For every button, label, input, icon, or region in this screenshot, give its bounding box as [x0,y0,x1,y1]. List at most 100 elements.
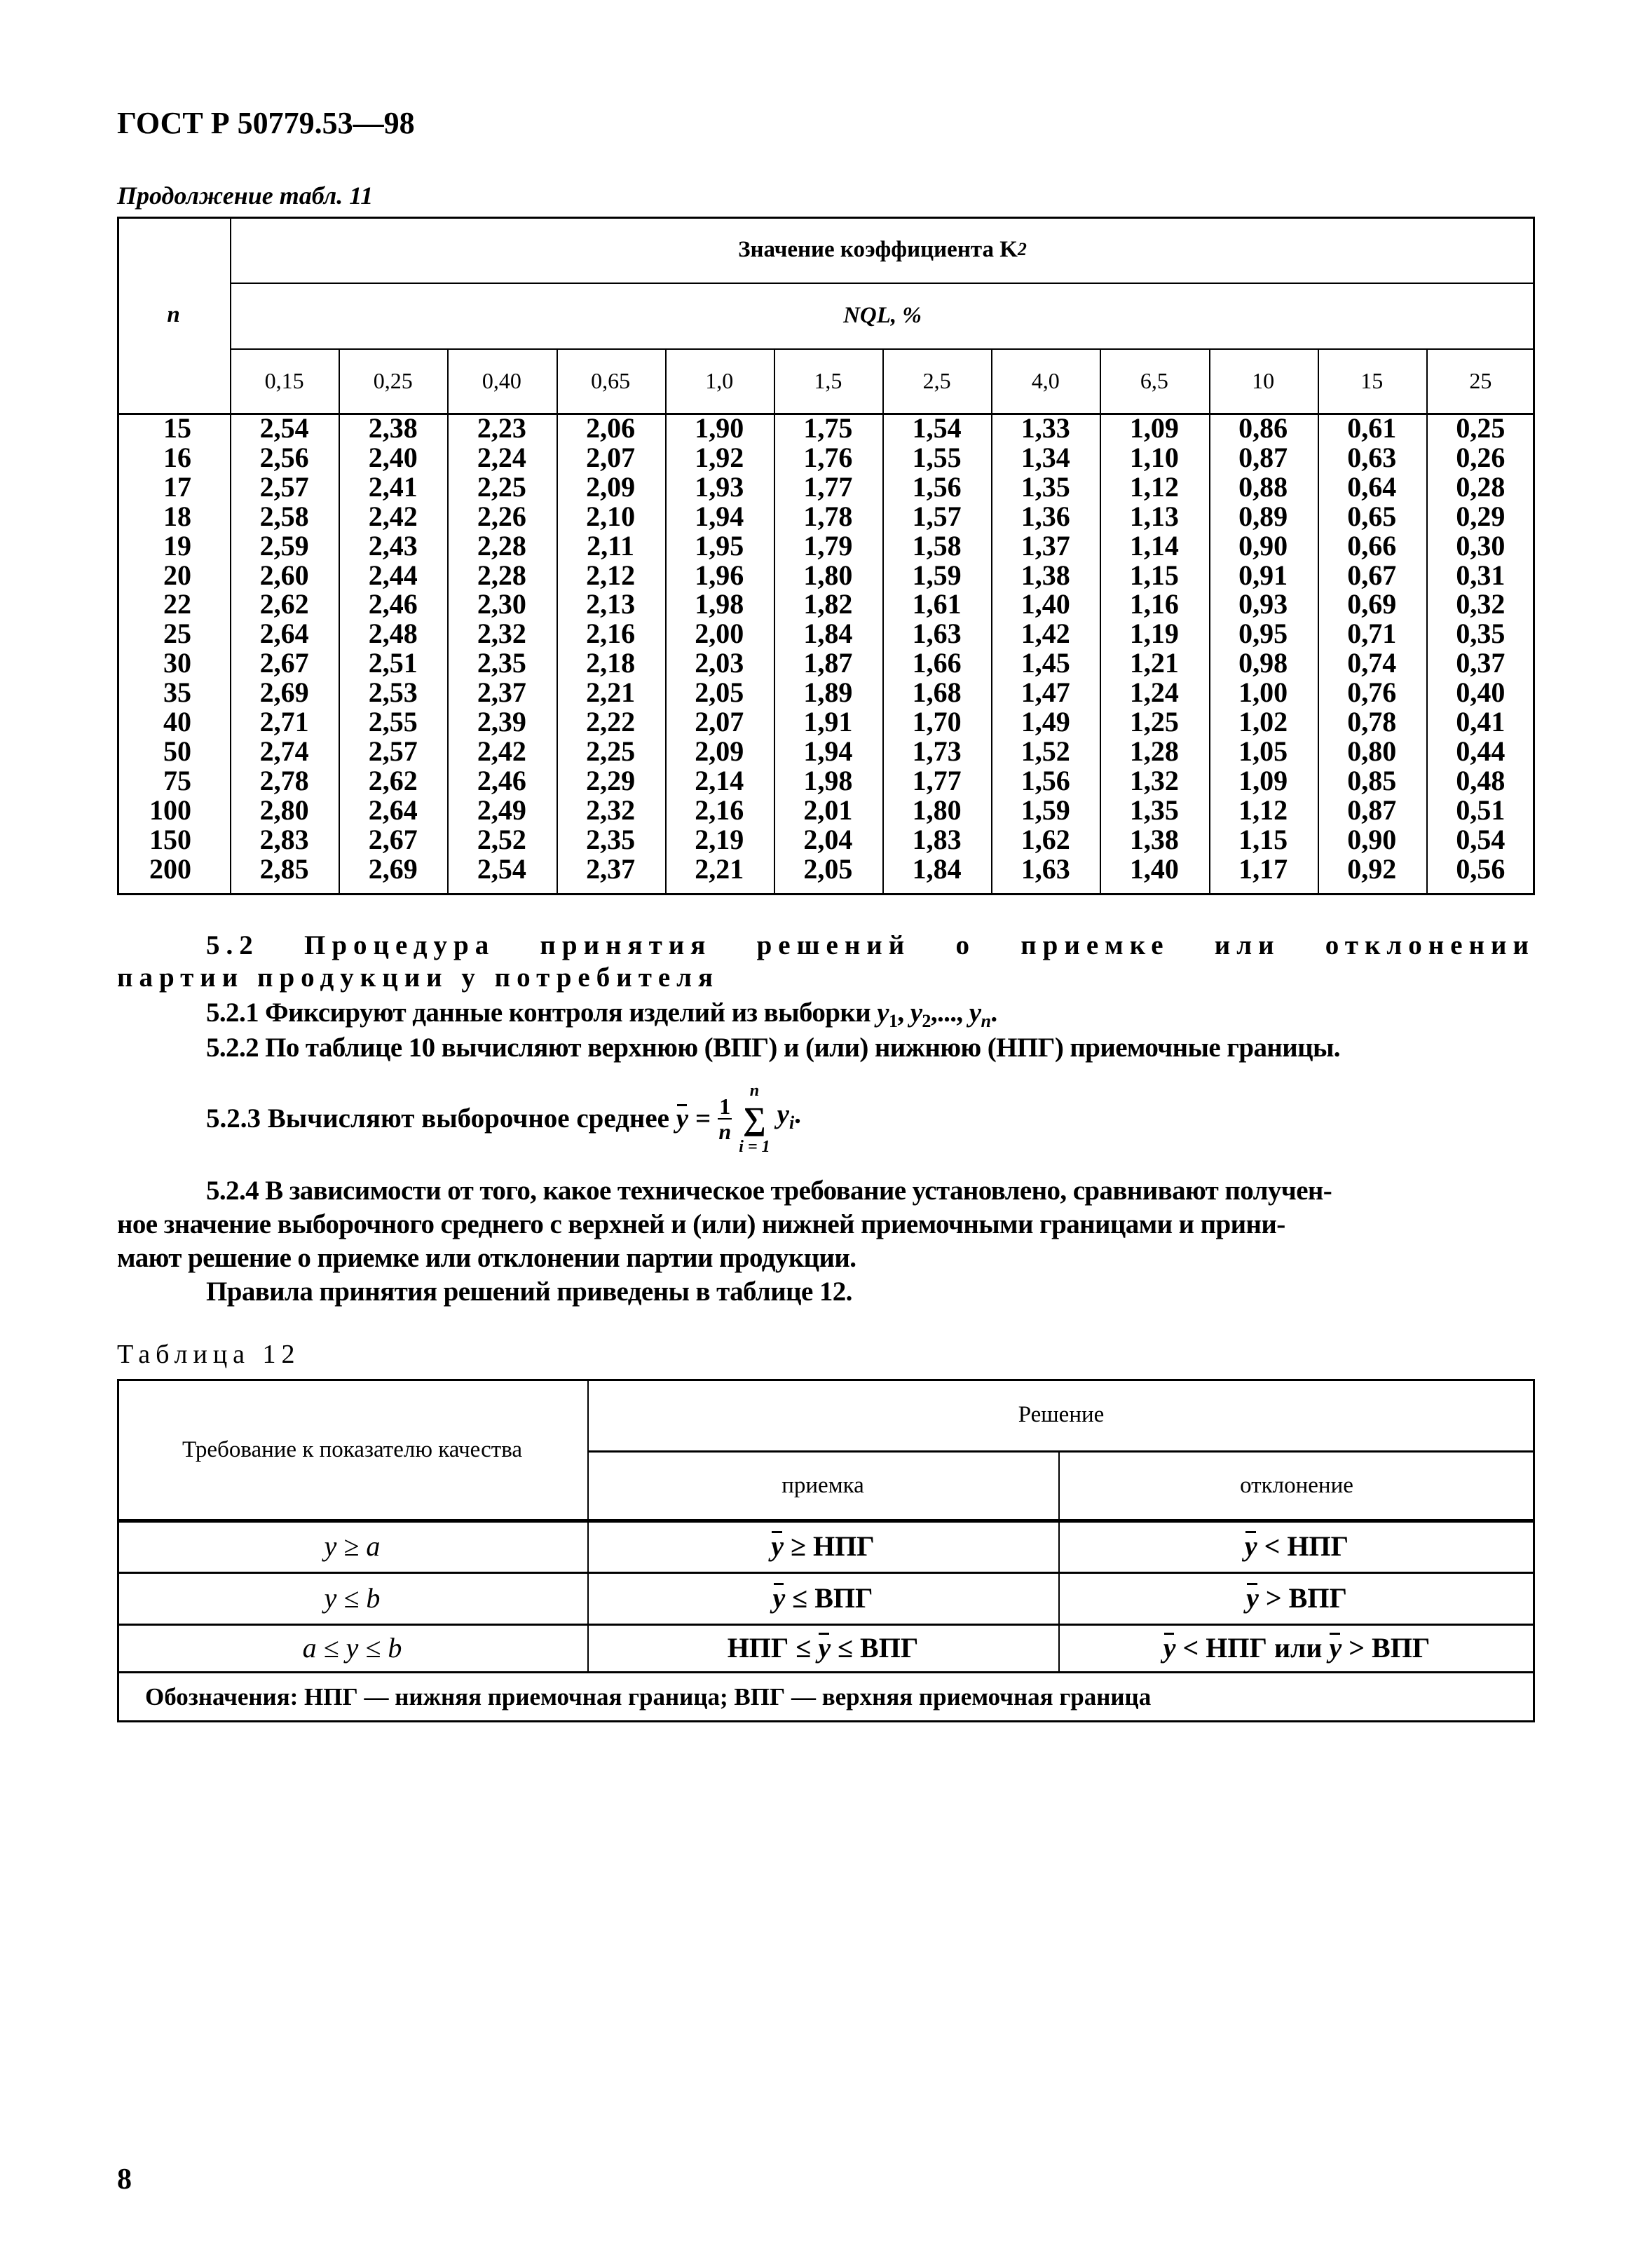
table-cell: 1,68 [912,676,962,709]
table-cell: 0,91 [1238,559,1288,591]
table-cell: 1,93 [695,470,744,503]
table-cell: 1,09 [1238,764,1288,796]
table-cell: 2,54 [259,412,309,444]
column-header-decision: Решение [1018,1401,1105,1427]
table-cell: 30 [163,647,191,679]
table-cell: 0,78 [1347,706,1397,738]
table-cell: 2,67 [368,823,418,855]
table-cell: 0,26 [1456,441,1506,473]
mean-symbol: y [1246,1582,1259,1614]
table-cell: 1,83 [912,823,962,855]
column-divider [339,348,341,895]
condition-text: < НПГ или [1175,1631,1330,1664]
mean-symbol: y [1163,1631,1176,1664]
table-rule [117,217,1535,219]
table-cell: 2,57 [368,735,418,767]
table-cell: 2,39 [477,706,526,738]
table-12: Требование к показателю качества Решение… [117,1379,1535,1722]
table-cell: 1,92 [695,441,744,473]
column-divider [664,348,667,895]
requirement-cell: a ≤ y ≤ b [302,1631,402,1664]
nql-column-header: 6,5 [1140,368,1168,393]
table-cell: 0,89 [1238,500,1288,532]
page-number: 8 [117,2163,132,2196]
table-cell: 2,42 [368,500,418,532]
column-divider [1426,348,1428,895]
table-cell: 0,93 [1238,588,1288,620]
paragraph-5-2-3: 5.2.3 Вычисляют выборочное среднее y = 1… [117,1075,1535,1162]
table-cell: 19 [163,529,191,562]
table-cell: 1,32 [1129,764,1179,796]
table-cell: 2,83 [259,823,309,855]
table-cell: 2,05 [695,676,744,709]
table-cell: 0,85 [1347,764,1397,796]
table-cell: 1,10 [1129,441,1179,473]
table-cell: 1,14 [1129,529,1179,562]
table-cell: 0,63 [1347,441,1397,473]
table-rule [117,1572,1535,1574]
table-cell: 1,80 [803,559,853,591]
table-cell: 25 [163,618,191,650]
table-cell: 2,57 [259,470,309,503]
table-cell: 0,66 [1347,529,1397,562]
table-cell: 0,44 [1456,735,1506,767]
table-cell: 1,19 [1129,618,1179,650]
table-cell: 0,92 [1347,852,1397,885]
table-rule [1533,1379,1535,1722]
table-cell: 1,96 [695,559,744,591]
table-cell: 1,63 [912,618,962,650]
table-cell: 0,86 [1238,412,1288,444]
table-cell: 0,56 [1456,852,1506,885]
table-cell: 1,02 [1238,706,1288,738]
table-cell: 2,62 [259,588,309,620]
table-cell: 0,25 [1456,412,1506,444]
table-cell: 2,11 [587,529,634,562]
table-cell: 1,59 [912,559,962,591]
value-column: 0,61 0,63 0,64 0,65 0,66 0,67 0,69 0,71 0,74 0,76… [1318,414,1426,884]
table-cell: 2,12 [586,559,636,591]
accept-cell: НПГ ≤ y ≤ ВПГ [587,1624,1058,1671]
table-cell: 1,76 [803,441,853,473]
value-column: 2,23 2,24 2,25 2,26 2,28 2,28 2,30 2,32 2,35 2,37… [447,414,556,884]
condition-text: ≤ ВПГ [785,1582,873,1614]
table-rule [587,1379,589,1671]
column-header-n: n [167,302,180,327]
requirement-cell: y ≥ a [324,1530,381,1562]
formula-mean: y [676,1103,689,1134]
table-cell: 1,28 [1129,735,1179,767]
formula-equals: = [695,1103,711,1134]
table-cell: 0,54 [1456,823,1506,855]
subgroup-header: NQL, % [843,302,922,328]
table-cell: 1,82 [803,588,853,620]
column-divider [1208,348,1210,895]
table-cell: 2,46 [368,588,418,620]
table-cell: 0,41 [1456,706,1506,738]
table-rule [117,1671,1535,1673]
table-cell: 1,17 [1238,852,1288,885]
group-header-subscript: 2 [1017,239,1027,259]
table-cell: 0,67 [1347,559,1397,591]
table-cell: 2,67 [259,647,309,679]
table-cell: 0,98 [1238,647,1288,679]
table-cell: 2,03 [695,647,744,679]
group-header-text: Значение коэффициента K [738,236,1018,262]
table-cell: 1,40 [1020,588,1070,620]
table-cell: 2,09 [695,735,744,767]
table-cell: 1,75 [803,412,853,444]
table-cell: 2,64 [368,794,418,826]
table-cell: 2,46 [477,764,526,796]
nql-column-header: 25 [1469,368,1492,393]
table-cell: 1,94 [803,735,853,767]
table-cell: 1,38 [1129,823,1179,855]
section-heading-line1: 5.2 Процедура принятия решений о приемке… [206,930,1535,960]
mean-symbol: y [771,1530,784,1562]
table-cell: 200 [149,852,191,885]
table-cell: 1,34 [1020,441,1070,473]
table-cell: 0,40 [1456,676,1506,709]
table-cell: 0,87 [1347,794,1397,826]
table-cell: 2,32 [586,794,636,826]
value-column: 2,54 2,56 2,57 2,58 2,59 2,60 2,62 2,64 2,67 2,69… [230,414,339,884]
table-cell: 1,94 [695,500,744,532]
column-divider [773,348,775,895]
